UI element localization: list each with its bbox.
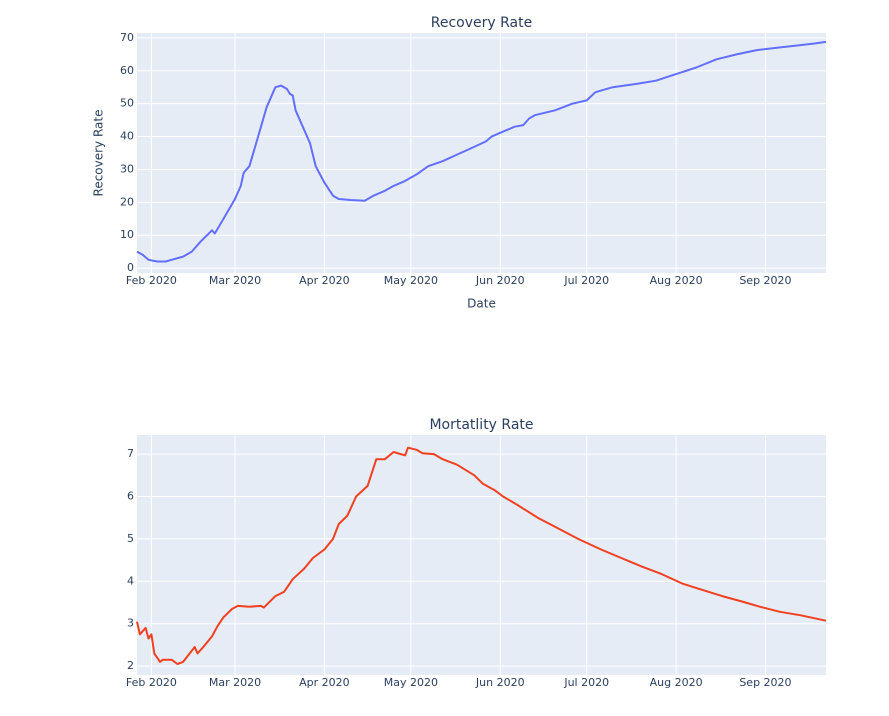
y-tick-label: 20: [120, 195, 134, 208]
x-tick-label: Mar 2020: [209, 676, 261, 689]
y-tick-label: 7: [127, 447, 134, 460]
x-tick-label: Jun 2020: [475, 274, 525, 287]
x-tick-label: Aug 2020: [650, 274, 703, 287]
y-tick-label: 0: [127, 261, 134, 274]
y-tick-label: 50: [120, 97, 134, 110]
y-tick-label: 10: [120, 228, 134, 241]
x-axis-title: Date: [467, 297, 496, 311]
y-tick-label: 4: [127, 574, 134, 587]
x-tick-label: Jul 2020: [563, 274, 609, 287]
x-tick-label: May 2020: [384, 274, 438, 287]
x-tick-label: Jun 2020: [475, 676, 525, 689]
plot-area: [137, 33, 826, 273]
y-tick-label: 2: [127, 659, 134, 672]
x-tick-label: Feb 2020: [126, 676, 177, 689]
data-line: [136, 446, 827, 665]
chart-title: Mortatlity Rate: [429, 417, 533, 433]
y-tick-label: 5: [127, 532, 134, 545]
data-line: [136, 40, 827, 263]
y-tick-label: 70: [120, 31, 134, 44]
y-tick-label: 6: [127, 489, 134, 502]
x-tick-label: Mar 2020: [209, 274, 261, 287]
y-tick-label: 3: [127, 617, 134, 630]
y-tick-label: 60: [120, 64, 134, 77]
x-tick-label: Sep 2020: [739, 676, 791, 689]
x-tick-label: Aug 2020: [650, 676, 703, 689]
x-tick-label: Jul 2020: [563, 676, 609, 689]
chart-title: Recovery Rate: [431, 15, 532, 31]
y-axis-title: Recovery Rate: [92, 110, 106, 197]
x-tick-label: Apr 2020: [299, 676, 350, 689]
x-tick-label: Feb 2020: [126, 274, 177, 287]
plot-area: [137, 435, 826, 675]
x-tick-label: Sep 2020: [739, 274, 791, 287]
x-tick-label: May 2020: [384, 676, 438, 689]
y-tick-label: 30: [120, 162, 134, 175]
y-tick-label: 40: [120, 130, 134, 143]
x-tick-label: Apr 2020: [299, 274, 350, 287]
